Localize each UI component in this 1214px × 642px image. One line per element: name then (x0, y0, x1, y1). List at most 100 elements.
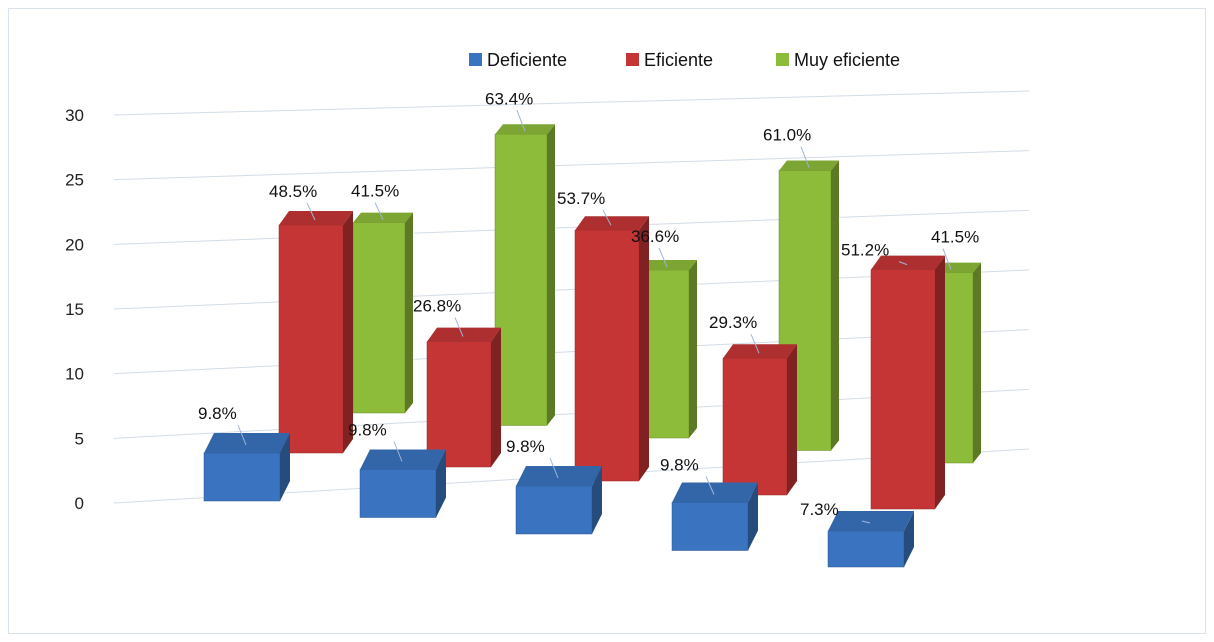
bar-top-face (427, 327, 501, 342)
data-label: 63.4% (485, 89, 533, 108)
legend-label: Muy eficiente (794, 50, 900, 70)
bar-side-face (787, 344, 797, 495)
legend-item-deficiente: Deficiente (469, 50, 567, 70)
bar-front-face (722, 357, 788, 496)
label-leader-line (393, 441, 403, 462)
bar-eficiente-4 (722, 344, 797, 496)
bar-side-face (547, 124, 555, 426)
bar-top-face (779, 160, 839, 171)
y-tick-label: 0 (75, 494, 84, 513)
bar-top-face (204, 433, 290, 453)
label-leader-line (516, 110, 526, 132)
label-leader-line (602, 209, 612, 226)
bar-front-face (515, 485, 593, 535)
bar-top-face (637, 260, 697, 270)
bar-side-face (639, 216, 649, 481)
data-label: 9.8% (348, 421, 387, 440)
bar-side-face (436, 449, 446, 518)
bar-front-face (574, 229, 640, 482)
data-label: 9.8% (660, 456, 699, 475)
bar-front-face (494, 134, 548, 426)
label-leader-line (705, 476, 715, 495)
label-leader-line (800, 146, 810, 168)
data-label: 26.8% (413, 297, 461, 316)
label-leader-line (658, 247, 668, 268)
bar-muy-eficiente-2 (494, 124, 555, 426)
label-leader-line (898, 261, 908, 266)
y-tick-label: 20 (65, 235, 84, 254)
bar-eficiente-1 (278, 211, 353, 454)
bar-front-face (278, 224, 344, 454)
data-label: 29.3% (709, 313, 757, 332)
bar-side-face (904, 511, 914, 567)
bar-side-face (280, 433, 290, 501)
label-leader-line (454, 317, 464, 337)
bar-front-face (827, 530, 905, 568)
data-label: 61.0% (763, 126, 811, 145)
bars (203, 124, 981, 568)
data-label: 41.5% (931, 228, 979, 247)
bar-front-face (359, 469, 437, 518)
data-label: 9.8% (198, 404, 237, 423)
y-tick-label: 25 (65, 171, 84, 190)
gridline (113, 150, 1030, 181)
bar-side-face (343, 211, 353, 453)
y-tick-label: 15 (65, 300, 84, 319)
bar-deficiente-5 (827, 511, 914, 568)
bar-deficiente-1 (203, 433, 290, 502)
chart-frame: 0 5 10 15 20 25 30 41.5% 63.4% 36.6% 61.0% 41.5% 48… (8, 8, 1206, 634)
bar-eficiente-3 (574, 216, 649, 482)
bar-top-face (575, 216, 649, 231)
data-label: 41.5% (351, 182, 399, 201)
bar-side-face (491, 327, 501, 467)
data-label: 51.2% (841, 241, 889, 260)
label-leader-line (861, 520, 871, 524)
legend-swatch (776, 53, 789, 66)
bar-muy-eficiente-1 (352, 212, 413, 414)
data-label: 53.7% (557, 189, 605, 208)
bar-front-face (426, 341, 492, 468)
bar-deficiente-2 (359, 449, 446, 518)
bar-top-face (516, 466, 602, 486)
bar-side-face (973, 262, 981, 463)
legend-label: Deficiente (487, 50, 567, 70)
data-label: 36.6% (631, 227, 679, 246)
legend-label: Eficiente (644, 50, 713, 70)
bar-deficiente-4 (671, 482, 758, 551)
bar-side-face (405, 212, 413, 413)
bar-eficiente-2 (426, 327, 501, 468)
chart-svg: 0 5 10 15 20 25 30 41.5% 63.4% 36.6% 61.0% 41.5% 48… (65, 50, 1030, 568)
data-label: 9.8% (506, 437, 545, 456)
bar-side-face (831, 160, 839, 451)
label-leader-line (750, 334, 760, 354)
gridline (113, 90, 1030, 116)
legend-swatch (469, 53, 482, 66)
legend: Deficiente Eficiente Muy eficiente (469, 50, 900, 70)
bar-top-face (495, 124, 555, 135)
bar-front-face (203, 452, 281, 502)
bar-top-face (723, 344, 797, 359)
label-leader-line (549, 457, 559, 479)
y-tick-label: 10 (65, 365, 84, 384)
y-tick-label: 30 (65, 106, 84, 125)
y-axis-ticks: 0 5 10 15 20 25 30 (65, 106, 84, 513)
bar-side-face (935, 255, 945, 509)
bar-eficiente-5 (870, 255, 945, 510)
label-leader-line (237, 424, 247, 446)
bar-top-face (871, 255, 945, 270)
bar-top-face (672, 482, 758, 503)
bar-deficiente-3 (515, 466, 602, 535)
bar-front-face (671, 502, 749, 551)
legend-item-eficiente: Eficiente (626, 50, 713, 70)
bar-side-face (748, 482, 758, 551)
bar-top-face (828, 511, 914, 531)
gridline (113, 209, 1030, 245)
data-label: 7.3% (800, 500, 839, 519)
bar-top-face (353, 212, 413, 223)
data-label: 48.5% (269, 182, 317, 201)
bar-top-face (360, 449, 446, 470)
data-labels: 41.5% 63.4% 36.6% 61.0% 41.5% 48.5% 26.8% 53.7%… (198, 89, 979, 524)
bar-side-face (592, 466, 602, 534)
bar-front-face (870, 269, 936, 510)
label-leader-line (374, 202, 384, 220)
